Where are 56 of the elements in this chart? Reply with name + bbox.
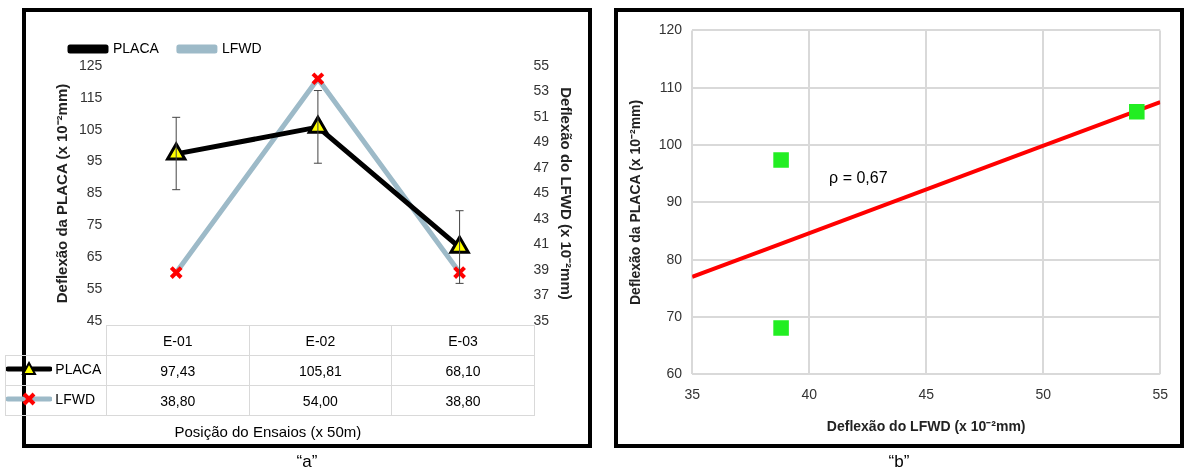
y-tick-label: 125	[79, 56, 103, 73]
y-tick-label: 55	[86, 279, 103, 296]
legend-label: PLACA	[113, 39, 160, 56]
text: “b”	[887, 452, 911, 472]
y2-tick-label: 37	[533, 286, 550, 303]
y-tick-label: 110	[659, 78, 683, 95]
y2-tick-label: 55	[533, 56, 550, 73]
y-tick-label: 65	[86, 248, 103, 265]
text: LFWD	[55, 391, 96, 408]
x-tick-label: 40	[801, 385, 818, 402]
data-label: 105,81	[249, 355, 392, 386]
y2-tick-label: 41	[533, 235, 550, 252]
y-axis-title: Deflexão da PLACA (x 10⁻²mm)	[627, 99, 644, 305]
y2-tick-label: 51	[533, 107, 550, 124]
x-tick-label: 45	[918, 385, 935, 402]
y2-tick-label: 45	[533, 184, 550, 201]
y2-tick-label: 49	[533, 133, 550, 150]
x-tick-label: E-02	[249, 325, 392, 356]
point	[1129, 104, 1145, 120]
data-label: 97,43	[106, 355, 250, 386]
y-tick-label: 120	[658, 21, 683, 38]
y-tick-label: 105	[79, 120, 103, 137]
text: “a”	[295, 452, 319, 472]
y-axis-title: Deflexão da PLACA (x 10⁻²mm)	[53, 83, 71, 304]
x-tick-label: E-01	[106, 325, 250, 356]
y2-tick-label: 53	[533, 82, 550, 99]
y2-tick-label: 39	[533, 260, 550, 277]
y2-tick-label: 35	[533, 311, 550, 328]
text: PLACA	[55, 361, 102, 378]
y-tick-label: 115	[80, 88, 103, 105]
x-tick-label: 55	[1152, 385, 1169, 402]
y-tick-label: 75	[86, 216, 103, 233]
y-tick-label: 45	[86, 311, 103, 328]
y2-tick-label: 47	[533, 158, 550, 175]
point	[773, 152, 789, 168]
y-tick-label: 70	[666, 307, 683, 324]
x-tick-label: E-03	[391, 325, 535, 356]
y-tick-label: 85	[86, 184, 103, 201]
data-label: 68,10	[391, 355, 535, 386]
data-label: 54,00	[249, 385, 392, 416]
y-tick-label: 95	[86, 152, 103, 169]
data-label: 38,80	[391, 385, 535, 416]
x-tick-label: 50	[1035, 385, 1052, 402]
legend-label: LFWD	[221, 39, 262, 56]
y-tick-label: 90	[666, 193, 683, 210]
x-axis-title: Deflexão do LFWD (x 10⁻²mm)	[826, 418, 1026, 435]
point	[773, 320, 789, 336]
annotation: ρ = 0,67	[829, 168, 888, 186]
y-tick-label: 80	[666, 250, 683, 267]
y2-axis-title: Deflexão do LFWD (x 10⁻²mm)	[557, 87, 575, 300]
x-tick-label: 35	[684, 385, 701, 402]
y-tick-label: 100	[658, 135, 683, 152]
x-axis-title: Posição do Ensaios (x 50m)	[173, 423, 363, 440]
y2-tick-label: 43	[533, 209, 550, 226]
y-tick-label: 60	[666, 365, 683, 382]
data-label: 38,80	[106, 385, 250, 416]
